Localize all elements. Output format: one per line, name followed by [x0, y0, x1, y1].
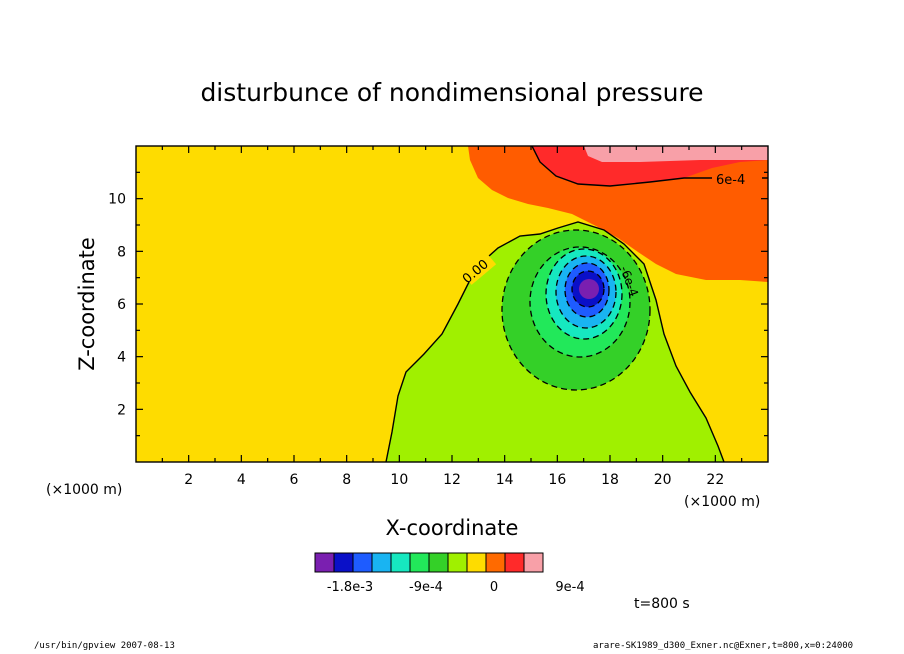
colorbar-swatch	[333, 552, 354, 573]
region-minimum	[579, 279, 599, 299]
chart-title: disturbunce of nondimensional pressure	[200, 78, 703, 107]
colorbar-swatch	[371, 552, 392, 573]
colorbar-swatch	[447, 552, 468, 573]
y-tick-label: 2	[117, 402, 126, 418]
footer-right: arare-SK1989_d300_Exner.nc@Exner,t=800,x…	[593, 641, 854, 651]
colorbar-swatch	[485, 552, 506, 573]
y-tick-label: 6	[117, 297, 126, 313]
x-tick-label: 8	[342, 472, 351, 488]
y-axis-label: Z-coordinate	[75, 237, 99, 371]
x-tick-label: 4	[237, 472, 246, 488]
colorbar	[314, 552, 544, 573]
y-tick-label: 10	[108, 192, 126, 208]
colorbar-swatch	[390, 552, 411, 573]
x-tick-label: 14	[496, 472, 514, 488]
y-tick-label: 8	[117, 244, 126, 260]
footer-left: /usr/bin/gpview 2007-08-13	[34, 641, 175, 651]
negative-contours	[501, 229, 651, 391]
plot-area	[136, 146, 768, 462]
contour-6e-4	[531, 146, 768, 187]
region-pink	[584, 146, 768, 162]
contour-label-bg-6e-4	[712, 172, 762, 186]
colorbar-swatch	[409, 552, 430, 573]
cbar-label-1: -9e-4	[409, 580, 443, 595]
region-orange	[468, 146, 768, 282]
contour-label-6e-4: 6e-4	[716, 173, 745, 188]
x-tick-label: 20	[654, 472, 672, 488]
contour-zero	[385, 221, 725, 462]
x-tick-label: 18	[601, 472, 619, 488]
x-tick-label: 6	[290, 472, 299, 488]
x-tick-label: 22	[706, 472, 724, 488]
colorbar-swatch	[466, 552, 487, 573]
colorbar-swatch	[504, 552, 525, 573]
y-tick-label: 4	[117, 350, 126, 366]
time-label: t=800 s	[634, 596, 690, 612]
cbar-label-3: 9e-4	[555, 580, 584, 595]
colorbar-swatch	[428, 552, 449, 573]
x-axis-unit: (×1000 m)	[46, 482, 122, 498]
x-axis-label: X-coordinate	[386, 516, 519, 540]
contour-label-bg-zero	[462, 253, 497, 285]
x-tick-label: 16	[548, 472, 566, 488]
x-tick-label: 10	[390, 472, 408, 488]
x-tick-label: 2	[184, 472, 193, 488]
cbar-label-2: 0	[490, 580, 498, 595]
x-tick-label: 12	[443, 472, 461, 488]
colorbar-swatch	[352, 552, 373, 573]
colorbar-swatch	[523, 552, 544, 573]
x-axis-unit-right: (×1000 m)	[684, 494, 760, 510]
cbar-label-0: -1.8e-3	[327, 580, 373, 595]
colorbar-swatch	[314, 552, 335, 573]
